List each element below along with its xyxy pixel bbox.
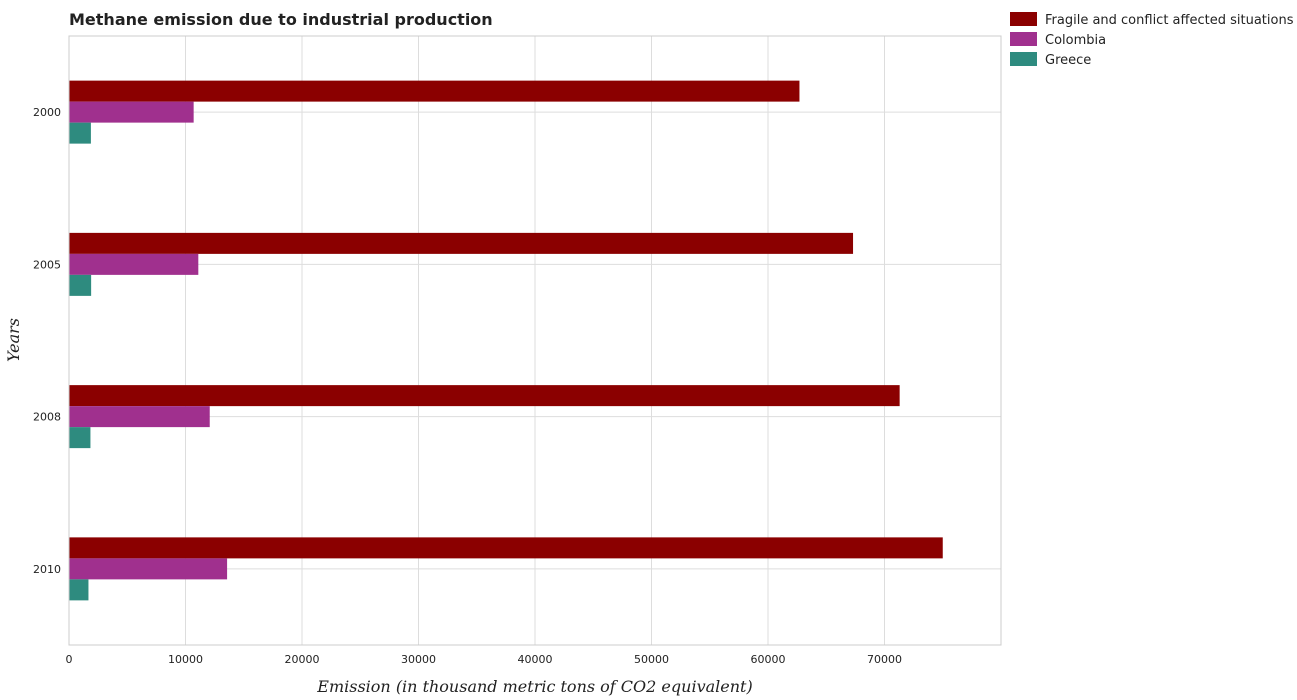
legend-swatch xyxy=(1010,52,1037,66)
legend-label: Colombia xyxy=(1045,33,1106,48)
x-tick-label: 0 xyxy=(66,653,73,666)
legend-label: Greece xyxy=(1045,53,1091,68)
x-tick-label: 40000 xyxy=(518,653,553,666)
y-axis-ticks: 2000 2005 2008 2010 xyxy=(33,106,61,576)
bar-colombia-2000 xyxy=(69,101,194,123)
y-tick-label: 2008 xyxy=(33,411,61,424)
x-tick-label: 60000 xyxy=(751,653,786,666)
bar-fragile-and-conflict-affected-situations-2010 xyxy=(69,537,943,559)
x-tick-label: 30000 xyxy=(401,653,436,666)
bar-fragile-and-conflict-affected-situations-2005 xyxy=(69,232,854,254)
y-tick-label: 2010 xyxy=(33,563,61,576)
bar-greece-2000 xyxy=(69,122,91,144)
x-tick-label: 20000 xyxy=(285,653,320,666)
bar-fragile-and-conflict-affected-situations-2000 xyxy=(69,80,800,102)
bar-colombia-2010 xyxy=(69,558,228,580)
bar-fragile-and-conflict-affected-situations-2008 xyxy=(69,385,900,407)
legend: Fragile and conflict affected situations… xyxy=(1010,12,1294,68)
bar-greece-2005 xyxy=(69,274,92,296)
x-tick-label: 50000 xyxy=(634,653,669,666)
legend-swatch xyxy=(1010,32,1037,46)
plot-frame xyxy=(68,35,1002,646)
legend-swatch xyxy=(1010,12,1037,26)
y-tick-label: 2000 xyxy=(33,106,61,119)
bar-greece-2008 xyxy=(69,427,91,449)
bar-greece-2010 xyxy=(69,579,89,601)
bars xyxy=(69,80,943,601)
bar-colombia-2008 xyxy=(69,406,210,428)
y-axis-label: Years xyxy=(4,318,23,362)
chart-title: Methane emission due to industrial produ… xyxy=(69,10,493,29)
legend-label: Fragile and conflict affected situations xyxy=(1045,13,1294,28)
x-axis-ticks: 0 10000 20000 30000 40000 50000 60000 70000 xyxy=(66,653,903,666)
bar-colombia-2005 xyxy=(69,253,199,275)
y-tick-label: 2005 xyxy=(33,258,61,271)
x-tick-label: 10000 xyxy=(168,653,203,666)
x-axis-label: Emission (in thousand metric tons of CO2… xyxy=(316,677,752,696)
x-tick-label: 70000 xyxy=(867,653,902,666)
